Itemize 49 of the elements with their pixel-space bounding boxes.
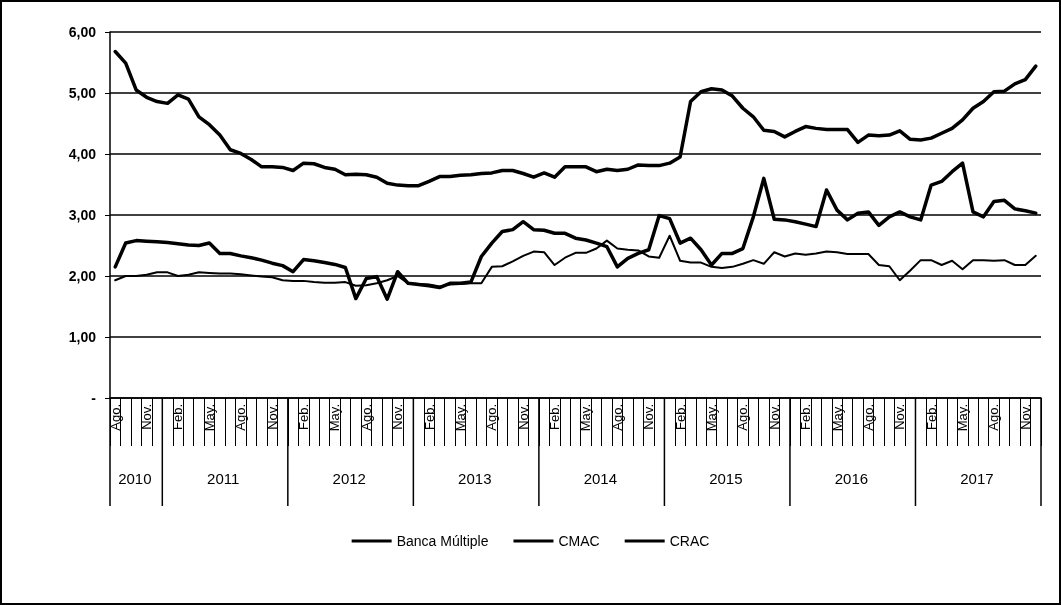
- text: 2012: [332, 470, 366, 487]
- text: 2015: [709, 470, 743, 487]
- x-tick-label: Nov.: [892, 404, 908, 430]
- line-series: [113, 161, 1038, 301]
- text: 2010: [118, 470, 152, 487]
- text: 2013: [458, 470, 492, 487]
- x-tick-label: May.: [829, 404, 845, 432]
- text: 2011: [207, 470, 240, 487]
- x-tick-label: May.: [578, 404, 594, 432]
- x-tick-label: Ago.: [735, 404, 751, 431]
- x-tick-label: Feb.: [421, 404, 437, 431]
- x-tick-label: May.: [452, 404, 468, 432]
- text: 2014: [583, 470, 618, 487]
- x-tick-label: May.: [703, 404, 719, 432]
- x-tick-label: Ago.: [233, 404, 249, 431]
- x-tick-label: Nov.: [139, 404, 155, 430]
- y-tick-label: 4,00: [68, 146, 97, 162]
- x-tick-label: Nov.: [390, 404, 406, 430]
- x-tick-label: May.: [201, 404, 217, 432]
- x-tick-label: Feb.: [296, 404, 312, 431]
- x-tick-label: Ago.: [986, 404, 1002, 431]
- x-tick-label: Nov.: [264, 404, 280, 430]
- x-tick-label: Nov.: [515, 404, 531, 430]
- x-tick-label: Feb.: [798, 404, 814, 431]
- y-tick-label: 3,00: [68, 207, 97, 223]
- y-tick-label: 1,00: [68, 329, 97, 345]
- y-tick-label: -: [91, 390, 97, 406]
- legend-label: Banca Múltiple: [396, 533, 489, 549]
- x-tick-label: Ago.: [860, 404, 876, 431]
- y-tick-label: 5,00: [68, 85, 97, 101]
- x-tick-label: Feb.: [672, 404, 688, 431]
- x-tick-label: Nov.: [766, 404, 782, 430]
- x-tick-label: Feb.: [923, 404, 939, 431]
- x-tick-label: Nov.: [1017, 404, 1033, 430]
- y-tick-label: 6,00: [68, 24, 97, 40]
- legend-label: CMAC: [558, 533, 600, 549]
- line-series: [113, 49, 1038, 188]
- x-tick-label: Ago.: [484, 404, 500, 431]
- x-tick-label: Ago.: [358, 404, 374, 431]
- x-tick-label: Feb.: [547, 404, 563, 431]
- legend-label: CRAC: [669, 533, 710, 549]
- x-tick-label: May.: [955, 404, 971, 432]
- text: 2016: [834, 470, 869, 487]
- x-tick-label: Ago.: [609, 404, 625, 431]
- x-tick-label: Nov.: [641, 404, 657, 430]
- text: 2017: [960, 470, 994, 487]
- x-tick-label: Ago.: [107, 404, 123, 431]
- x-tick-label: May.: [327, 404, 343, 432]
- y-tick-label: 2,00: [68, 268, 97, 284]
